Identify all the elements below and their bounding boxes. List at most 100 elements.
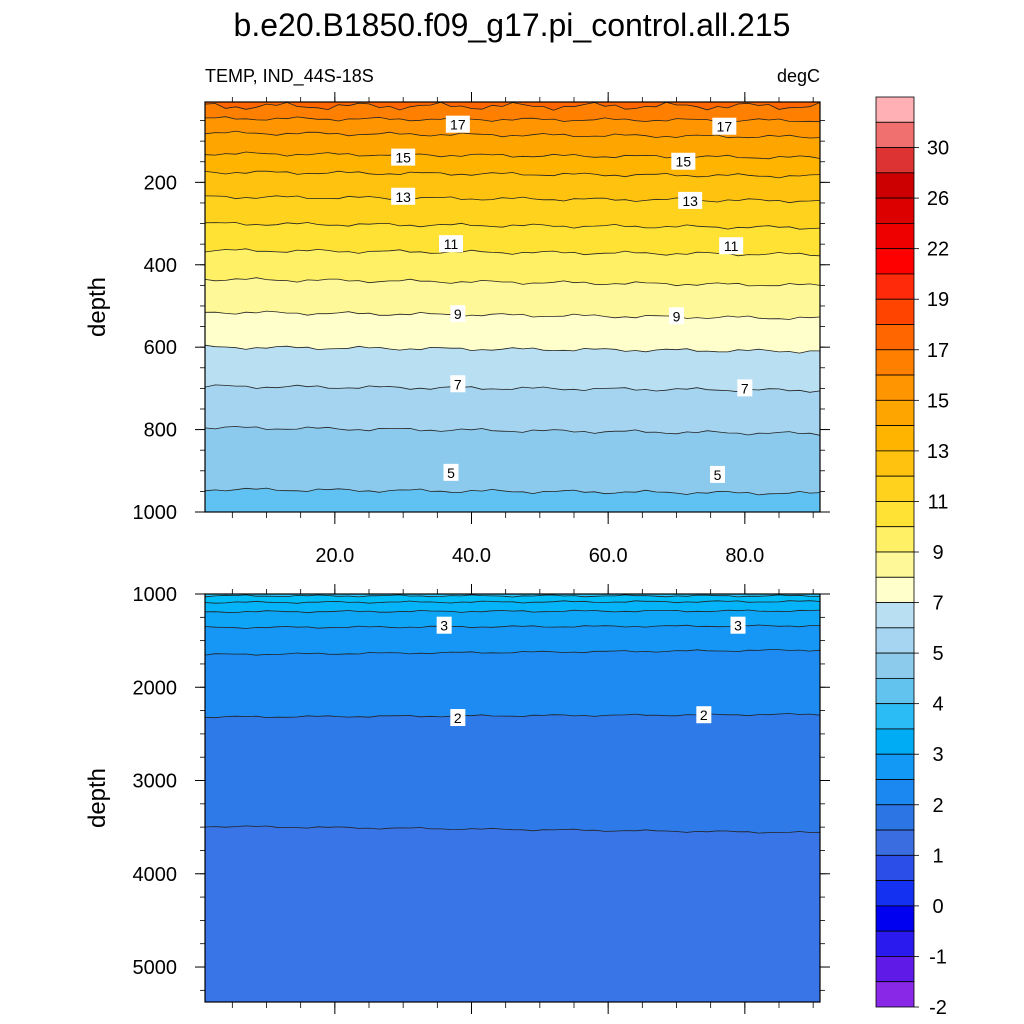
colorbar-swatch — [875, 854, 915, 882]
colorbar-label: 11 — [928, 491, 949, 513]
y-tick-label: 2000 — [133, 677, 178, 699]
x-tick-label: 20.0 — [315, 545, 354, 567]
svg-text:15: 15 — [395, 150, 411, 166]
contour-label: 13 — [678, 191, 703, 209]
colorbar-label: -1 — [929, 946, 947, 968]
upper-contour-line — [205, 130, 820, 139]
colorbar-swatch — [875, 677, 915, 705]
colorbar-label: 3 — [932, 744, 943, 766]
colorbar-label: 1 — [932, 845, 943, 867]
colorbar-label: 13 — [927, 441, 949, 463]
colorbar-swatch — [875, 96, 915, 123]
colorbar-swatch — [875, 399, 915, 427]
upper-plot-frame — [204, 101, 821, 513]
lower-depth-panel: 3 3 2 2 1000 2000 3000 4000 5000 depth — [84, 584, 830, 1014]
upper-depth-panel: 17 17 15 15 13 13 11 11 9 9 7 7 5 5 200 400 600 800 1000 20… — [84, 92, 830, 567]
svg-text:11: 11 — [724, 238, 739, 254]
svg-text:13: 13 — [682, 193, 698, 209]
x-tick-label: 40.0 — [452, 545, 491, 567]
contour-label: 3 — [436, 616, 452, 634]
colorbar-swatch — [875, 829, 915, 856]
y-axis-label: depth — [84, 277, 111, 337]
figure-title: b.e20.B1850.f09_g17.pi_control.all.215 — [234, 7, 791, 43]
colorbar-swatch — [875, 703, 915, 730]
contour-label: 9 — [450, 305, 466, 323]
lower-contour-line — [205, 825, 820, 834]
contour-label: 17 — [445, 115, 470, 133]
contour-label: 15 — [391, 148, 416, 166]
colorbar-label: 9 — [932, 542, 943, 564]
colorbar-swatch — [875, 804, 915, 831]
colorbar-label: 0 — [932, 896, 943, 918]
svg-text:9: 9 — [673, 308, 681, 324]
y-tick-label: 4000 — [133, 864, 178, 886]
lower-contour-line — [205, 600, 820, 604]
colorbar-label: 4 — [932, 694, 943, 716]
colorbar-swatch — [875, 930, 915, 957]
colorbar-swatch — [875, 576, 915, 603]
colorbar-label: 22 — [927, 239, 949, 261]
contour-label: 9 — [669, 307, 684, 325]
y-tick-label: 1000 — [133, 502, 178, 524]
upper-contour-line — [205, 344, 820, 354]
svg-text:3: 3 — [734, 618, 742, 634]
colorbar-label: 2 — [932, 795, 943, 817]
svg-text:17: 17 — [717, 119, 733, 135]
contour-label: 2 — [450, 709, 466, 727]
svg-text:13: 13 — [395, 189, 411, 205]
colorbar-label: -2 — [929, 997, 947, 1019]
colorbar-swatch — [875, 121, 915, 148]
upper-contour-line — [205, 248, 820, 257]
colorbar-swatch — [875, 222, 915, 250]
contour-label: 3 — [730, 616, 746, 634]
colorbar-swatch — [875, 248, 915, 275]
x-tick-label: 80.0 — [725, 545, 764, 567]
colorbar-label: 19 — [927, 289, 949, 311]
svg-text:17: 17 — [450, 117, 466, 133]
variable-region-label: TEMP, IND_44S-18S — [205, 66, 374, 87]
colorbar-label: 5 — [932, 643, 943, 665]
lower-plot-frame — [204, 593, 821, 1003]
lower-contour-line — [205, 609, 820, 614]
colorbar-label: 30 — [927, 138, 949, 160]
svg-text:11: 11 — [444, 236, 459, 252]
y-axis-label: depth — [84, 768, 111, 828]
colorbar-swatch — [875, 779, 915, 806]
upper-contour-line — [205, 487, 820, 496]
colorbar-swatch — [875, 602, 915, 629]
y-tick-label: 1000 — [133, 584, 178, 606]
upper-contour-line — [205, 151, 820, 160]
svg-text:3: 3 — [440, 618, 448, 634]
svg-text:5: 5 — [714, 467, 722, 483]
colorbar-swatch — [875, 349, 915, 376]
svg-text:2: 2 — [454, 710, 462, 726]
contour-label: 17 — [712, 117, 737, 135]
contour-label: 5 — [710, 465, 725, 483]
y-tick-label: 200 — [144, 172, 177, 194]
svg-text:15: 15 — [676, 154, 692, 170]
colorbar-swatch — [875, 324, 915, 351]
colorbar-label: 26 — [927, 188, 949, 210]
colorbar-swatch — [875, 374, 915, 401]
colorbar-swatch — [875, 981, 915, 1008]
units-label: degC — [777, 66, 820, 86]
lower-contour-line — [205, 713, 820, 719]
colorbar-swatch — [875, 905, 915, 932]
svg-text:9: 9 — [454, 306, 462, 322]
colorbar-swatch — [875, 475, 915, 502]
colorbar-label: 7 — [932, 593, 943, 615]
contour-label: 5 — [443, 463, 459, 481]
contour-label: 7 — [737, 379, 753, 397]
lower-band-7 — [205, 594, 820, 597]
colorbar-swatch — [875, 273, 915, 300]
upper-contour-line — [205, 310, 820, 320]
contour-label: 15 — [671, 152, 696, 170]
y-tick-label: 3000 — [133, 771, 178, 793]
colorbar-swatch — [875, 197, 915, 224]
upper-contour-line — [205, 384, 820, 393]
colorbar-swatch — [875, 526, 915, 553]
colorbar-swatch — [875, 298, 915, 325]
contour-label: 11 — [719, 237, 744, 255]
contour-label: 11 — [439, 235, 463, 253]
